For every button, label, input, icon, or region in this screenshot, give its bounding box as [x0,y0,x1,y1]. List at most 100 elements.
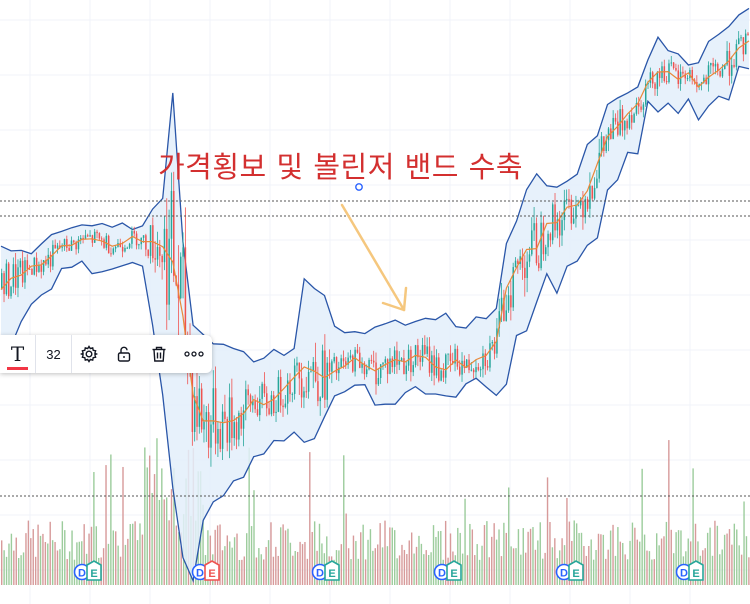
volume-bar [299,541,301,585]
volume-bar [141,534,144,585]
candle-body [626,120,628,129]
candle-body [640,106,642,110]
annotation-text[interactable]: 가격횡보 및 볼린저 밴드 수축 [158,150,524,184]
candle-body [226,419,229,443]
volume-bar [410,532,413,585]
volume-bar [139,523,141,585]
volume-bar [95,526,98,585]
candle-body [112,248,115,254]
toolbar-divider [35,335,36,373]
volume-bar [64,530,66,585]
candle-body [598,152,600,179]
candle-body [491,342,494,344]
candle-body [233,422,235,439]
volume-bar [243,556,245,585]
candle-body [707,65,710,85]
volume-bar [107,543,110,585]
candle-body [721,69,724,77]
volume-bar [71,530,73,585]
candle-body [307,371,310,392]
candle-body [203,421,205,430]
candle-body [649,72,652,83]
volume-bar [551,547,554,585]
candle-body [256,409,259,416]
volume-bar [653,559,655,585]
candle-body [224,411,226,420]
volume-bar [660,538,663,585]
volume-bar [386,546,389,585]
candle-body [742,37,745,55]
volume-bar [675,532,677,585]
volume-bar [566,497,568,585]
candle-body [558,219,561,236]
candle-body [124,248,126,252]
candle-body [454,348,456,364]
volume-bar [355,541,357,585]
volume-bar [459,532,461,585]
text-style-button[interactable]: T [0,335,35,373]
lock-button[interactable] [107,335,142,373]
candle-body [545,247,547,255]
annotation-anchor-handle[interactable] [355,183,363,191]
candle-body [35,257,38,272]
candle-body [261,383,263,399]
candle-body [672,62,675,68]
volume-bar [612,524,614,585]
volume-bar [241,559,243,585]
more-button[interactable] [177,335,212,373]
volume-bar [258,548,260,585]
candle-body [105,235,108,248]
volume-bar [716,525,719,585]
delete-button[interactable] [142,335,177,373]
unlock-icon [118,346,131,362]
settings-button[interactable] [72,335,107,373]
volume-bar [711,555,714,585]
candle-body [166,228,168,305]
volume-bar [658,545,660,585]
volume-bar [440,530,442,585]
candle-body [63,239,66,247]
candle-body [282,405,284,408]
candle-body [240,412,242,429]
candle-body [266,393,268,409]
candle-body [219,428,222,449]
volume-bar [704,548,706,585]
volume-bar [474,555,476,585]
bollinger-basis-line[interactable] [0,40,750,424]
volume-bar [270,522,272,585]
candle-body [324,350,326,400]
candle-body [684,73,687,79]
volume-bar [406,554,408,585]
candle-body [303,391,305,398]
candle-body [347,357,349,365]
volume-bar [539,522,541,585]
candle-body [452,360,454,364]
candle-body [575,205,577,219]
volume-bar [418,535,420,585]
candle-body [435,357,438,376]
candle-body [66,239,68,248]
candle-body [382,362,384,365]
volume-bar [372,550,374,585]
candle-body [714,63,717,67]
candle-body [335,357,338,374]
bollinger-lower-line[interactable] [0,65,750,584]
candle-body [524,267,526,278]
font-size-button[interactable]: 32 [36,335,71,373]
candle-body [180,256,182,299]
candle-body [705,77,707,85]
candle-body [600,136,603,153]
candle-body [338,367,340,374]
candle-body [393,350,396,367]
event-label-e: E [90,568,97,580]
volume-bar [1,540,3,585]
bollinger-upper-line[interactable] [0,7,750,363]
candle-body [582,200,584,218]
candle-body [449,353,452,361]
annotation-arrow[interactable] [340,203,408,312]
candle-body [505,310,507,321]
volume-bar [709,527,711,585]
candle-body [26,260,29,269]
volume-bar [609,530,612,585]
